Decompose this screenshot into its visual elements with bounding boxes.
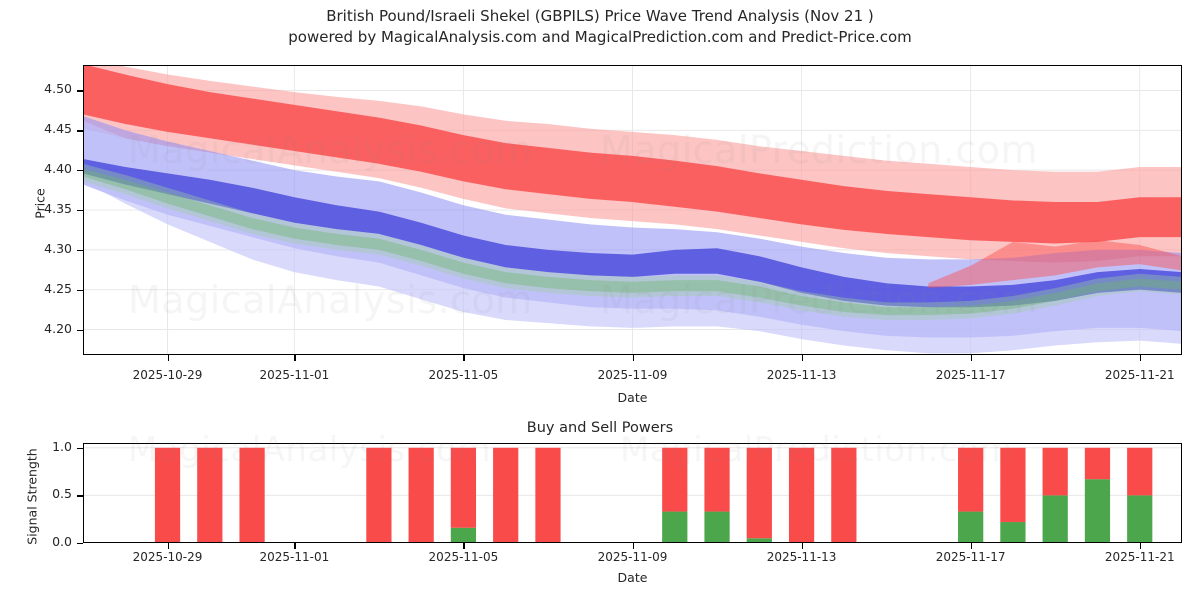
- signal-xtick-label: 2025-11-09: [597, 550, 668, 564]
- price-xtick-label: 2025-11-01: [259, 368, 330, 382]
- wave-band-median-green-outer: [83, 163, 1182, 320]
- sell-power-bar: [408, 447, 434, 543]
- signal-xtick-mark: [632, 543, 634, 549]
- sell-power-bar: [450, 447, 477, 528]
- wave-band-reversal-blip: [928, 240, 1182, 289]
- buy-power-bar: [958, 511, 984, 543]
- price-xtick-mark: [167, 355, 169, 361]
- price-ytick-mark: [77, 130, 83, 132]
- sell-power-bar: [704, 447, 730, 512]
- signal-xtick-mark: [1139, 543, 1142, 549]
- price-ytick-mark: [77, 329, 83, 331]
- buy-sell-chart: [83, 443, 1182, 543]
- signal-xtick-mark: [970, 543, 972, 549]
- buy-sell-title: Buy and Sell Powers: [526, 420, 674, 436]
- title-line-2: powered by MagicalAnalysis.com and Magic…: [288, 28, 912, 46]
- signal-xtick-mark: [294, 543, 296, 549]
- sell-power-bar: [197, 447, 223, 543]
- price-ytick-label: 4.20: [44, 320, 72, 336]
- price-xtick-label: 2025-11-21: [1104, 368, 1175, 382]
- sell-power-bar: [1000, 447, 1026, 523]
- sell-power-bar: [1127, 447, 1153, 496]
- buy-power-bar: [1084, 479, 1111, 543]
- signal-ytick-label: 0.0: [52, 534, 72, 549]
- signal-xtick-label: 2025-10-29: [132, 550, 203, 564]
- buy-power-bar: [662, 511, 688, 543]
- page-title: British Pound/Israeli Shekel (GBPILS) Pr…: [0, 6, 1200, 48]
- price-wave-ylabel: Price: [32, 188, 48, 219]
- sell-power-bar: [788, 447, 815, 543]
- sell-power-bar: [366, 447, 392, 543]
- signal-ytick-mark: [77, 543, 83, 545]
- price-xtick-label: 2025-11-17: [935, 368, 1006, 382]
- signal-ytick-label: 0.5: [52, 486, 72, 502]
- price-ytick-label: 4.35: [44, 201, 72, 216]
- sell-power-bar: [535, 447, 561, 543]
- wave-band-resistance-core: [83, 65, 1182, 244]
- wave-band-median-green: [83, 168, 1182, 316]
- sell-power-bar: [239, 447, 265, 543]
- buy-power-bar: [1042, 495, 1068, 543]
- signal-xtick-label: 2025-11-13: [766, 550, 837, 564]
- price-xtick-mark: [1139, 355, 1142, 361]
- price-wave-plot-area: [83, 65, 1182, 355]
- price-xtick-label: 2025-11-09: [597, 368, 668, 382]
- price-xtick-label: 2025-10-29: [132, 368, 203, 382]
- buy-sell-axes-frame: [83, 443, 1182, 543]
- sell-power-bar: [1042, 447, 1068, 496]
- signal-xtick-label: 2025-11-17: [935, 550, 1006, 564]
- buy-power-bar: [1000, 522, 1026, 543]
- price-xtick-label: 2025-11-05: [428, 368, 499, 382]
- signal-ytick-label: 1.0: [52, 438, 72, 454]
- price-ytick-mark: [77, 210, 83, 212]
- signal-ytick-mark: [77, 447, 83, 450]
- price-ytick-label: 4.25: [44, 280, 72, 296]
- buy-power-bar: [746, 538, 772, 543]
- buy-sell-svg: [83, 447, 1182, 543]
- price-ytick-mark: [77, 90, 83, 92]
- price-xtick-mark: [632, 355, 634, 361]
- price-xtick-label: 2025-11-13: [766, 368, 837, 382]
- sell-power-bar: [1084, 447, 1111, 480]
- buy-power-bar: [704, 511, 730, 543]
- title-line-1: British Pound/Israeli Shekel (GBPILS) Pr…: [326, 7, 874, 25]
- signal-xtick-label: 2025-11-01: [259, 550, 330, 564]
- buy-power-bar: [450, 527, 477, 543]
- price-ytick-mark: [77, 249, 83, 252]
- price-ytick-label: 4.30: [44, 240, 72, 256]
- signal-xtick-label: 2025-11-21: [1104, 550, 1175, 564]
- sell-power-bar: [831, 447, 857, 543]
- buy-power-bar: [1127, 495, 1153, 543]
- sell-power-bar: [493, 447, 519, 543]
- buy-sell-xlabel: Date: [617, 570, 648, 585]
- price-ytick-label: 4.50: [44, 81, 72, 97]
- signal-xtick-mark: [463, 543, 465, 549]
- wave-band-support-outer: [83, 115, 1182, 338]
- price-ytick-mark: [77, 289, 83, 291]
- sell-power-bar: [958, 447, 984, 512]
- price-ytick-label: 4.45: [44, 121, 72, 137]
- price-ytick-mark: [77, 170, 83, 172]
- price-wave-svg: [83, 65, 1182, 355]
- sell-power-bar: [662, 447, 688, 512]
- signal-ytick-mark: [77, 495, 83, 497]
- buy-sell-plot-area: [83, 443, 1182, 543]
- price-wave-axes-frame: [83, 65, 1182, 355]
- wave-band-support-core: [83, 159, 1182, 308]
- price-xtick-mark: [294, 355, 296, 361]
- sell-power-bar: [154, 447, 181, 543]
- signal-xtick-label: 2025-11-05: [428, 550, 499, 564]
- sell-power-bar: [746, 447, 772, 539]
- signal-xtick-mark: [801, 543, 803, 549]
- price-wave-chart: [83, 65, 1182, 355]
- price-xtick-mark: [970, 355, 972, 361]
- price-ytick-label: 4.40: [44, 161, 72, 177]
- signal-xtick-mark: [167, 543, 169, 549]
- price-xtick-mark: [801, 355, 803, 361]
- buy-sell-ylabel: Signal Strength: [24, 448, 40, 545]
- price-wave-xlabel: Date: [617, 390, 648, 405]
- price-xtick-mark: [463, 355, 465, 361]
